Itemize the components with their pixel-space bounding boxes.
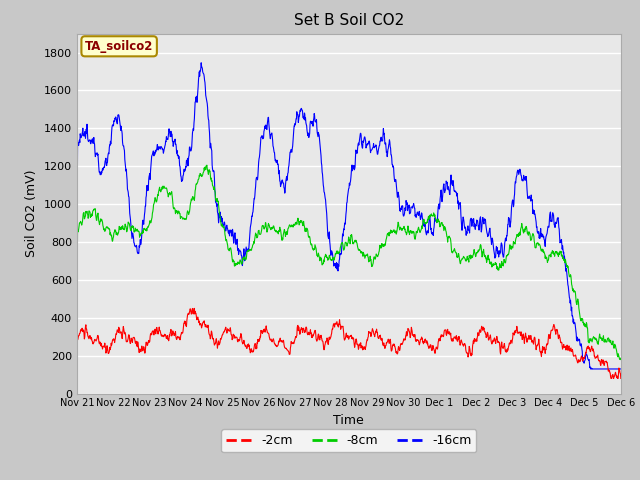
-16cm: [587, 366, 595, 372]
-16cm: [73, 267, 81, 273]
-2cm: [505, 344, 513, 349]
-16cm: [255, 156, 263, 162]
Title: Set B Soil CO2: Set B Soil CO2: [294, 13, 404, 28]
-2cm: [607, 375, 615, 381]
-16cm: [505, 215, 513, 220]
Y-axis label: Soil CO2 (mV): Soil CO2 (mV): [25, 170, 38, 257]
-2cm: [553, 328, 561, 334]
-2cm: [191, 305, 198, 311]
-2cm: [434, 346, 442, 352]
-8cm: [553, 250, 561, 256]
-8cm: [434, 219, 442, 225]
Line: -16cm: -16cm: [77, 63, 621, 369]
-16cm: [434, 216, 442, 222]
-8cm: [255, 228, 263, 233]
-8cm: [180, 216, 188, 222]
Text: TA_soilco2: TA_soilco2: [85, 40, 154, 53]
-16cm: [617, 366, 625, 372]
Line: -2cm: -2cm: [77, 308, 621, 378]
-16cm: [180, 168, 188, 174]
-8cm: [617, 357, 625, 362]
-16cm: [553, 220, 561, 226]
-2cm: [617, 375, 625, 381]
-16cm: [194, 91, 202, 96]
-16cm: [197, 60, 205, 66]
-8cm: [194, 179, 202, 185]
-2cm: [255, 338, 263, 344]
X-axis label: Time: Time: [333, 414, 364, 427]
-2cm: [195, 316, 202, 322]
-2cm: [73, 352, 81, 358]
-8cm: [203, 162, 211, 168]
Line: -8cm: -8cm: [77, 165, 621, 360]
-8cm: [505, 252, 513, 257]
-8cm: [73, 307, 81, 313]
-8cm: [616, 357, 623, 362]
Legend: -2cm, -8cm, -16cm: -2cm, -8cm, -16cm: [221, 429, 476, 452]
-2cm: [180, 318, 188, 324]
